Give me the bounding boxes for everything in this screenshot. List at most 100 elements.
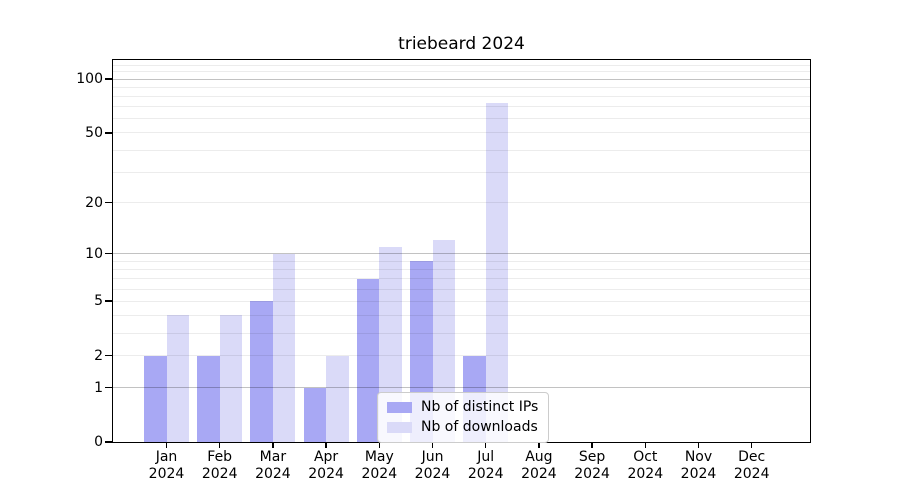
x-tick-label-nov: Nov 2024 [669, 449, 729, 483]
x-label-year: 2024 [148, 466, 185, 482]
gridline-minor-70 [113, 106, 810, 108]
bar-downloads-jan [166, 315, 189, 442]
bar-distinct-ips-mar [250, 301, 273, 442]
distinct-ips-swatch [387, 402, 412, 413]
x-tick-jul [484, 442, 487, 448]
x-tick-label-sep: Sep 2024 [562, 449, 622, 483]
y-tick-5 [105, 300, 112, 302]
gridline-minor-2 [113, 355, 810, 357]
x-tick-may [378, 442, 381, 448]
y-tick-2 [105, 354, 112, 357]
x-tick-label-mar: Mar 2024 [243, 449, 303, 483]
gridline-minor-120 [113, 64, 810, 66]
x-label-year: 2024 [414, 466, 451, 482]
x-label-month: May [364, 449, 394, 465]
gridline-major-10 [113, 253, 810, 255]
bar-downloads-jun [432, 240, 455, 442]
gridline-minor-90 [113, 86, 810, 88]
x-label-year: 2024 [467, 466, 504, 482]
x-tick-oct [644, 442, 647, 448]
gridline-minor-7 [113, 278, 810, 280]
x-label-month: Apr [313, 449, 339, 465]
bar-downloads-mar [272, 253, 296, 442]
y-tick-label-20: 20 [85, 194, 103, 211]
x-label-year: 2024 [361, 466, 398, 482]
x-label-month: Nov [684, 449, 713, 465]
x-tick-label-may: May 2024 [349, 449, 409, 483]
y-tick-label-1: 1 [94, 379, 103, 396]
gridline-minor-80 [113, 96, 810, 98]
x-tick-apr [325, 442, 327, 448]
chart-title: triebeard 2024 [398, 34, 525, 54]
gridline-minor-40 [113, 149, 810, 151]
x-tick-label-apr: Apr 2024 [296, 449, 356, 483]
downloads-swatch [387, 422, 412, 433]
x-tick-dec [750, 442, 753, 448]
x-tick-label-aug: Aug 2024 [509, 449, 569, 483]
x-label-year: 2024 [733, 466, 770, 482]
gridline-major-1 [113, 387, 810, 389]
bar-downloads-jul [485, 102, 509, 442]
bar-distinct-ips-apr [303, 387, 327, 442]
y-tick-label-100: 100 [76, 71, 103, 88]
gridline-major-100 [113, 78, 810, 80]
x-tick-jun [431, 442, 434, 448]
y-tick-label-0: 0 [94, 434, 103, 450]
legend: Nb of distinct IPs Nb of downloads [377, 392, 550, 443]
legend-label-downloads: Nb of downloads [421, 419, 538, 435]
x-tick-label-jan: Jan 2024 [137, 449, 197, 483]
x-label-month: Sep [578, 449, 606, 465]
x-tick-label-feb: Feb 2024 [190, 449, 250, 483]
plot-area: Nb of distinct IPs Nb of downloads [112, 59, 811, 443]
x-label-month: Mar [259, 449, 287, 465]
y-tick-0 [105, 441, 112, 443]
bar-downloads-apr [326, 355, 349, 442]
x-tick-label-oct: Oct 2024 [615, 449, 675, 483]
x-tick-feb [218, 442, 221, 448]
x-label-month: Jul [477, 449, 495, 465]
x-label-year: 2024 [680, 466, 717, 482]
y-tick-20 [105, 201, 112, 204]
y-tick-1 [105, 386, 112, 389]
gridline-minor-5 [113, 300, 810, 302]
bar-distinct-ips-may [356, 278, 380, 442]
x-label-month: Feb [207, 449, 233, 465]
x-label-year: 2024 [627, 466, 664, 482]
x-tick-mar [272, 442, 274, 448]
x-label-month: Dec [738, 449, 766, 465]
gridline-minor-6 [113, 288, 810, 290]
gridline-minor-9 [113, 260, 810, 262]
bar-distinct-ips-jan [144, 355, 167, 442]
x-tick-label-jul: Jul 2024 [456, 449, 516, 483]
x-tick-label-jun: Jun 2024 [403, 449, 463, 483]
x-label-month: Oct [633, 449, 658, 465]
x-tick-nov [697, 442, 700, 448]
bar-distinct-ips-feb [197, 355, 220, 442]
bar-downloads-feb [219, 315, 243, 442]
gridline-minor-30 [113, 171, 810, 173]
x-label-month: Aug [525, 449, 553, 465]
y-tick-10 [105, 252, 112, 255]
y-tick-100 [105, 78, 112, 80]
y-tick-label-5: 5 [94, 293, 103, 310]
x-label-month: Jun [421, 449, 444, 465]
x-tick-aug [538, 442, 540, 448]
x-tick-jan [165, 442, 168, 448]
x-label-year: 2024 [255, 466, 291, 482]
y-tick-50 [105, 132, 112, 134]
y-tick-label-50: 50 [85, 124, 103, 141]
gridline-minor-60 [113, 118, 810, 120]
y-tick-label-2: 2 [94, 347, 103, 364]
x-label-year: 2024 [308, 466, 344, 482]
gridline-minor-3 [113, 332, 810, 334]
y-tick-label-10: 10 [85, 245, 103, 262]
x-tick-label-dec: Dec 2024 [722, 449, 782, 483]
legend-item-distinct-ips: Nb of distinct IPs [387, 399, 538, 416]
x-label-year: 2024 [201, 466, 238, 482]
x-label-year: 2024 [521, 466, 557, 482]
x-tick-sep [591, 442, 593, 448]
gridline-minor-8 [113, 268, 810, 270]
x-label-month: Jan [155, 449, 178, 465]
legend-label-distinct-ips: Nb of distinct IPs [421, 399, 539, 415]
